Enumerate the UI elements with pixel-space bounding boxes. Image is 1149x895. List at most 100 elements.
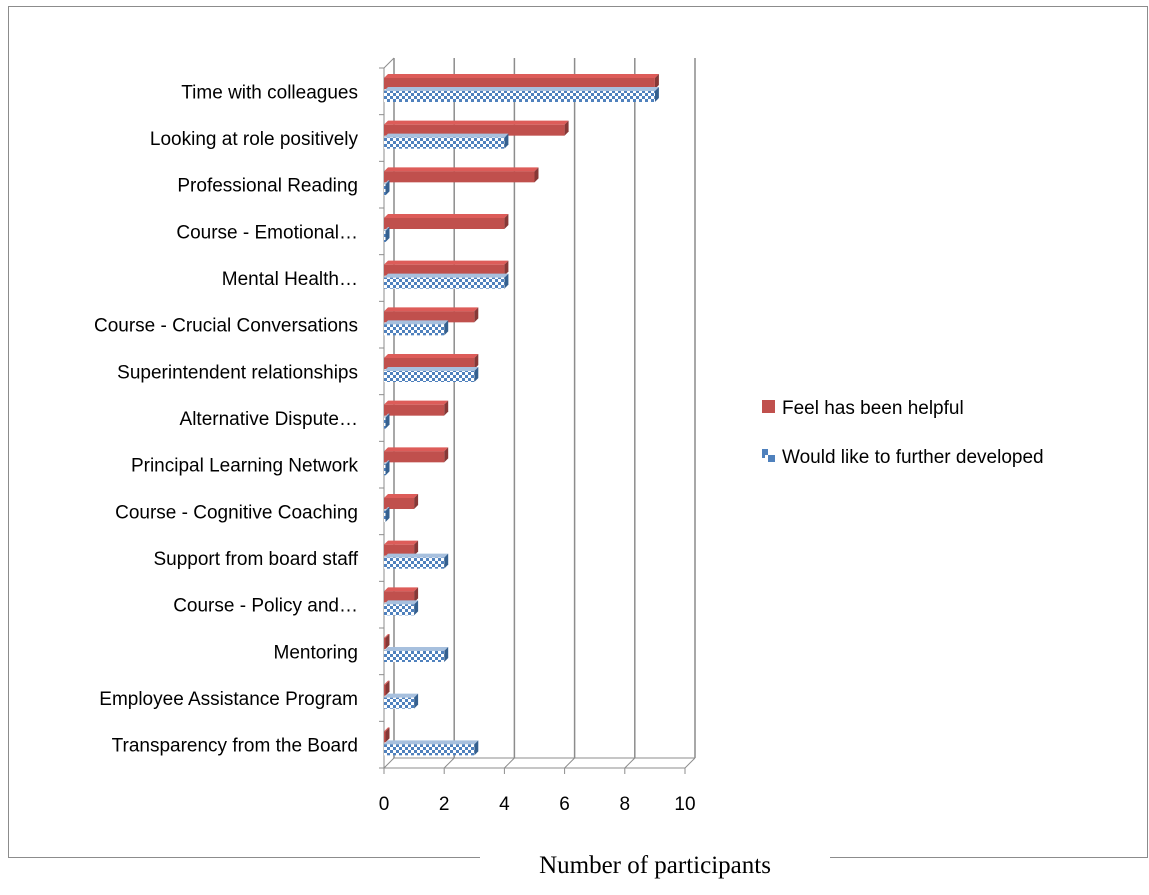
bar-helpful [384,120,569,136]
bar-helpful [384,494,419,509]
bar-side-face [534,167,539,183]
legend-swatch-develop [762,449,775,462]
bar-top-face [384,367,479,371]
floor-line [624,757,636,769]
bar-side-face [444,647,449,662]
bar-front-face [384,184,386,196]
x-tick-label: 8 [620,794,631,815]
bar-front-face [384,371,475,382]
bar-front-face [384,464,386,476]
category-label: Employee Assistance Program [99,689,358,710]
bar-helpful [384,74,659,89]
bar-develop [384,87,659,102]
bar-develop [384,693,419,709]
bar-front-face [384,591,415,603]
bar-front-face [384,684,386,696]
bar-develop [384,320,449,336]
bar-front-face [384,137,505,149]
category-label: Transparency from the Board [112,736,358,757]
x-axis-title: Number of participants [480,846,830,886]
bar-develop [384,600,419,616]
x-tick-label: 10 [674,794,695,815]
bar-top-face [384,553,449,558]
bar-front-face [384,511,386,522]
bars [384,74,659,756]
bar-front-face [384,451,445,463]
category-label: Alternative Dispute… [180,409,358,430]
bar-side-face [414,587,419,603]
bar-side-face [414,494,419,509]
bar-top-face [384,647,449,651]
bar-top-face [384,727,390,732]
bar-front-face [384,78,655,89]
bar-side-face [474,354,479,369]
bar-front-face [384,417,386,429]
floor-line [684,757,696,769]
category-label: Support from board staff [153,549,358,570]
axes [379,57,686,774]
bar-develop [384,647,449,662]
x-tick-label: 4 [499,794,510,815]
bar-side-face [564,120,569,136]
bar-top-face [384,260,509,265]
category-labels: Time with colleagues Looking at role posi… [94,82,359,756]
bar-side-face [385,460,390,476]
bar-helpful [384,167,539,183]
bar-front-face [384,171,535,183]
bar-top-face [384,494,419,498]
category-label: Course - Policy and… [173,596,358,617]
bar-top-face [384,120,569,125]
bar-develop [384,413,390,429]
bar-top-face [384,227,390,231]
bar-side-face [414,540,419,556]
floor-line [504,757,515,769]
category-label: Course - Cognitive Coaching [115,502,358,523]
bar-front-face [384,324,445,336]
x-tick-label: 2 [439,794,450,815]
bar-front-face [384,218,505,229]
bar-front-face [384,731,386,743]
bar-front-face [384,124,565,136]
bar-side-face [444,553,449,569]
category-label: Time with colleagues [181,82,358,103]
bar-side-face [414,693,419,709]
bar-top-face [384,507,390,511]
bar-front-face [384,651,445,662]
category-label: Professional Reading [177,176,358,197]
bar-develop [384,133,509,149]
bar-develop [384,553,449,569]
bar-front-face [384,91,655,102]
bar-side-face [654,74,659,89]
x-tick-labels: 0 2 4 6 8 10 [379,794,696,815]
bar-side-face [444,400,449,416]
bar-top-face [384,307,479,312]
bar-top-face [384,587,419,592]
bar-side-face [385,507,390,522]
bar-develop [384,180,390,196]
bar-side-face [385,680,390,696]
bar-top-face [384,320,449,325]
legend: Feel has been helpful Would like to furt… [762,398,1044,468]
legend-label-develop: Would like to further developed [782,447,1044,468]
x-tick-label: 0 [379,794,390,815]
bar-helpful [384,307,479,323]
bar-front-face [384,604,415,616]
bar-top-face [384,634,390,638]
category-label: Course - Emotional… [176,222,358,243]
bar-top-face [384,87,659,91]
bar-side-face [444,320,449,336]
bar-front-face [384,358,475,369]
category-label: Mentoring [274,642,359,663]
bar-top-face [384,600,419,605]
bar-side-face [385,634,390,649]
category-label: Course - Crucial Conversations [94,316,358,337]
bar-develop [384,273,509,289]
bar-top-face [384,413,390,418]
bar-side-face [474,307,479,323]
bar-develop [384,460,390,476]
bar-side-face [474,740,479,756]
bar-front-face [384,277,505,289]
bar-top-face [384,214,509,218]
floor-line [443,757,455,769]
